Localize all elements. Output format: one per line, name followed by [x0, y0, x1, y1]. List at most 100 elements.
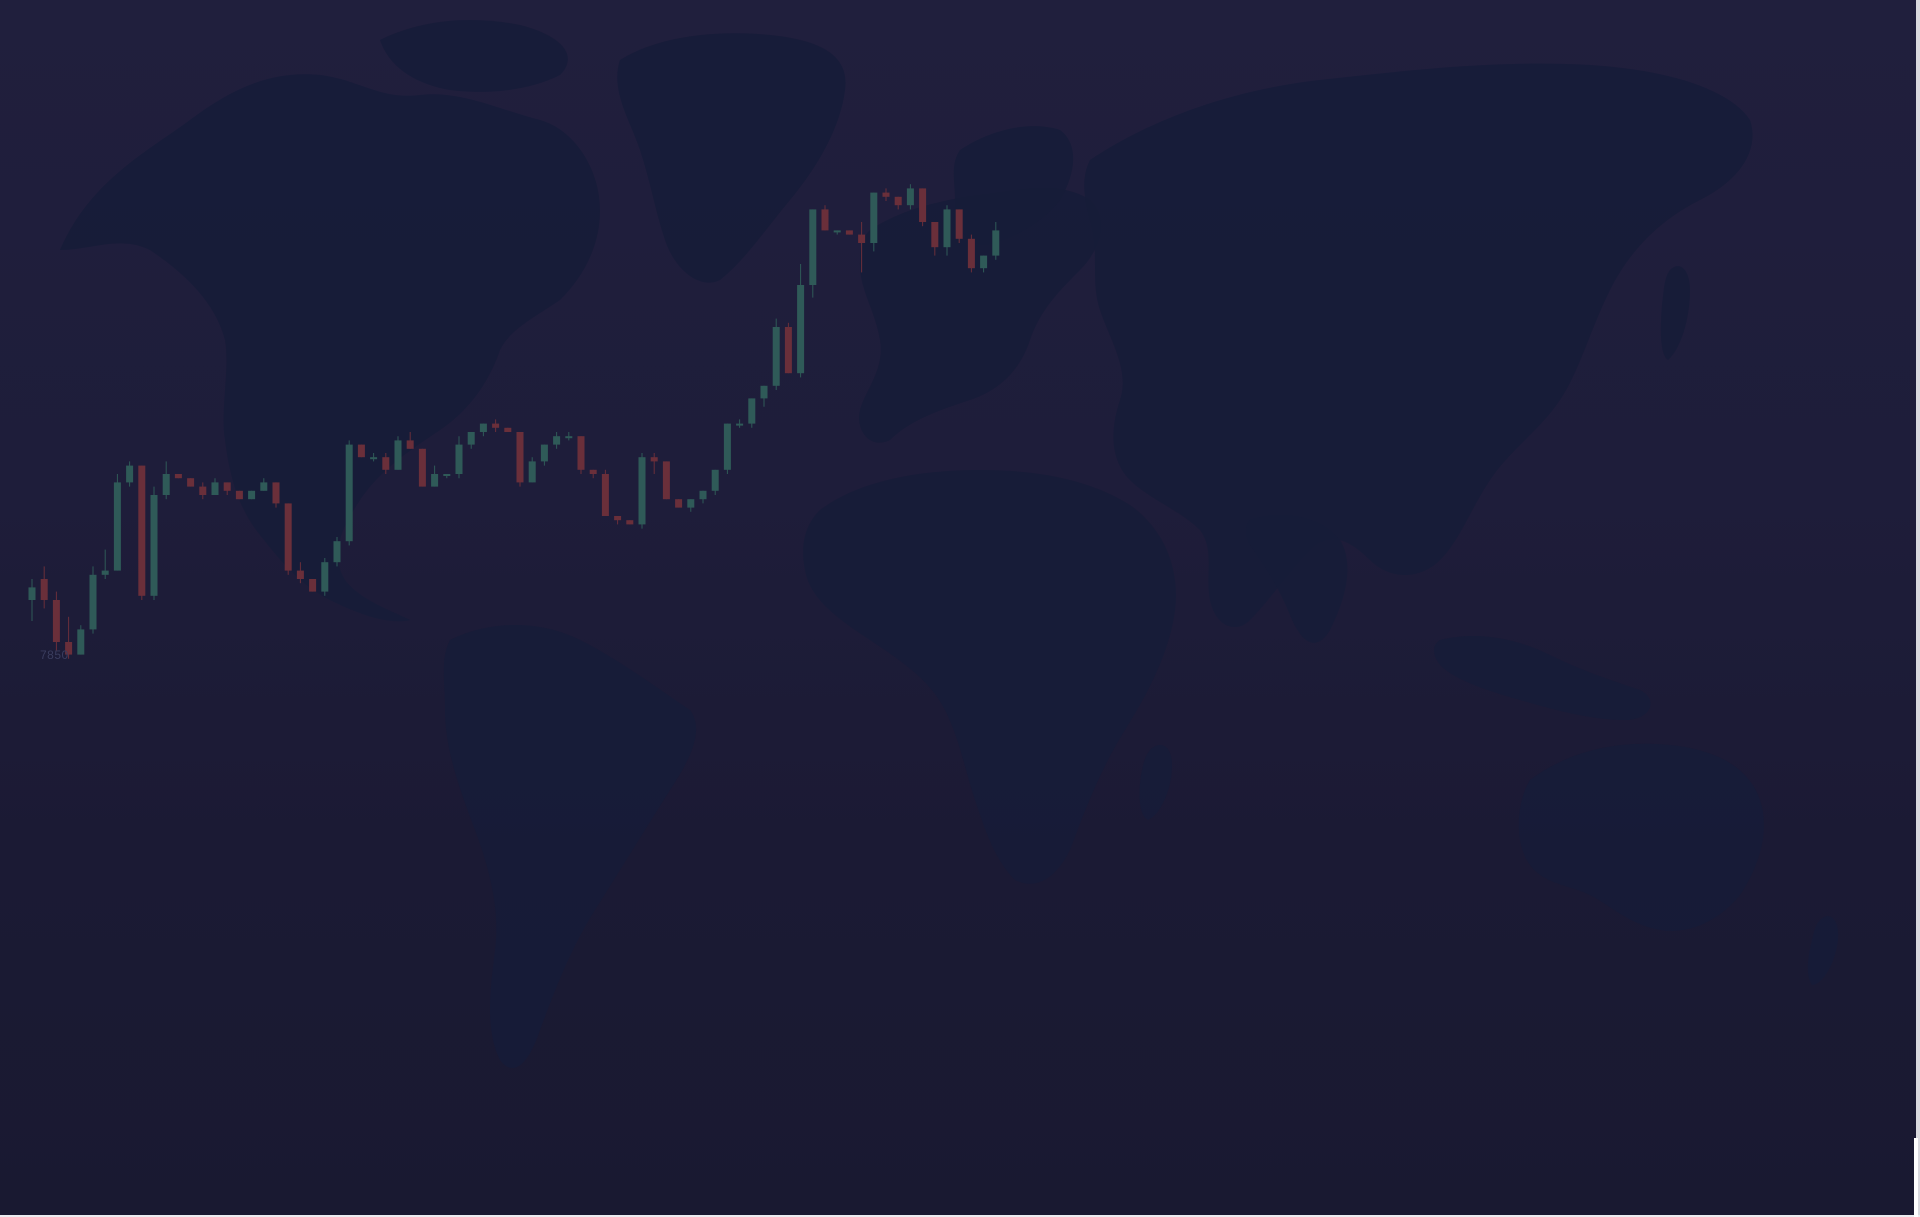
candle-body	[687, 499, 695, 508]
candle	[28, 579, 36, 621]
candle	[748, 398, 756, 428]
candle	[370, 453, 378, 462]
candle	[967, 234, 975, 273]
candle-body	[309, 579, 317, 592]
candle-body	[943, 209, 951, 248]
candle-body	[187, 478, 195, 487]
candle-body	[748, 398, 756, 424]
candle	[89, 566, 97, 634]
australia-landmass	[1518, 743, 1764, 931]
candle-body	[882, 192, 890, 197]
candle-body	[565, 436, 573, 439]
candle-body	[455, 444, 463, 474]
candle-body	[894, 196, 902, 206]
candle	[406, 432, 414, 449]
new-zealand-landmass	[1807, 916, 1839, 985]
candle-body	[162, 474, 170, 495]
candle-body	[992, 230, 1000, 256]
candle-body	[370, 457, 378, 460]
candle	[662, 461, 670, 500]
candle	[675, 499, 683, 508]
candle-body	[333, 541, 341, 563]
candle-body	[845, 230, 853, 235]
candle	[992, 222, 1000, 260]
scandinavia-landmass	[953, 126, 1074, 245]
candle-body	[223, 482, 231, 491]
arctic-islands-landmass	[380, 20, 568, 92]
candle	[553, 432, 561, 449]
greenland-landmass	[617, 33, 846, 283]
candle	[309, 579, 317, 592]
window-edge-highlight	[1914, 1138, 1918, 1217]
candle	[772, 318, 780, 390]
candle	[955, 209, 963, 243]
japan-landmass	[1660, 266, 1690, 360]
candle	[101, 549, 109, 579]
candle	[248, 490, 256, 500]
candle	[321, 558, 329, 596]
candle-body	[77, 629, 85, 655]
candle	[699, 490, 707, 504]
window-bottom-edge	[0, 1215, 1920, 1217]
candle	[113, 474, 121, 571]
candle-body	[284, 503, 292, 571]
candle	[821, 205, 829, 231]
candle	[687, 499, 695, 512]
india-landmass	[1246, 515, 1348, 643]
candle	[882, 188, 890, 201]
north-america-landmass	[60, 74, 600, 622]
candle-body	[394, 440, 402, 470]
candle-body	[760, 385, 768, 399]
candle-body	[492, 423, 500, 428]
candle-body	[772, 327, 780, 386]
candle-body	[418, 448, 426, 487]
candle-body	[296, 570, 304, 579]
candle	[284, 503, 292, 575]
candle	[467, 432, 475, 449]
candle	[40, 566, 48, 609]
candle	[943, 205, 951, 256]
candle	[504, 427, 512, 432]
candle	[870, 192, 878, 252]
candle-body	[479, 423, 487, 432]
candle-body	[504, 427, 512, 432]
candle	[528, 457, 536, 483]
candle-body	[699, 490, 707, 500]
candle	[52, 591, 60, 651]
candle	[919, 188, 927, 227]
candle-body	[650, 457, 658, 462]
candle	[187, 478, 195, 487]
candle-body	[467, 432, 475, 445]
candle-body	[321, 562, 329, 592]
candle-body	[906, 188, 914, 206]
africa-landmass	[803, 470, 1176, 884]
candle	[638, 453, 646, 529]
candle-body	[65, 642, 73, 655]
candle-body	[675, 499, 683, 508]
europe-landmass	[859, 188, 1101, 443]
candle-body	[272, 482, 280, 504]
candle-body	[809, 209, 817, 285]
candle	[894, 196, 902, 210]
candle	[833, 230, 841, 235]
candle-body	[52, 600, 60, 642]
candlestick-series	[28, 184, 1000, 659]
candle-body	[858, 234, 866, 243]
candle	[382, 453, 390, 474]
candle-body	[980, 255, 988, 269]
candle	[809, 209, 817, 298]
candle-body	[577, 436, 585, 470]
candle	[211, 478, 219, 495]
candle-body	[211, 482, 219, 495]
candle	[906, 184, 914, 210]
candle	[296, 562, 304, 584]
candle	[565, 432, 573, 441]
candle-body	[967, 238, 975, 269]
candle-body	[870, 192, 878, 243]
candle	[858, 222, 866, 273]
candle	[199, 482, 207, 500]
candle-body	[516, 432, 524, 483]
candle-body	[589, 469, 597, 474]
